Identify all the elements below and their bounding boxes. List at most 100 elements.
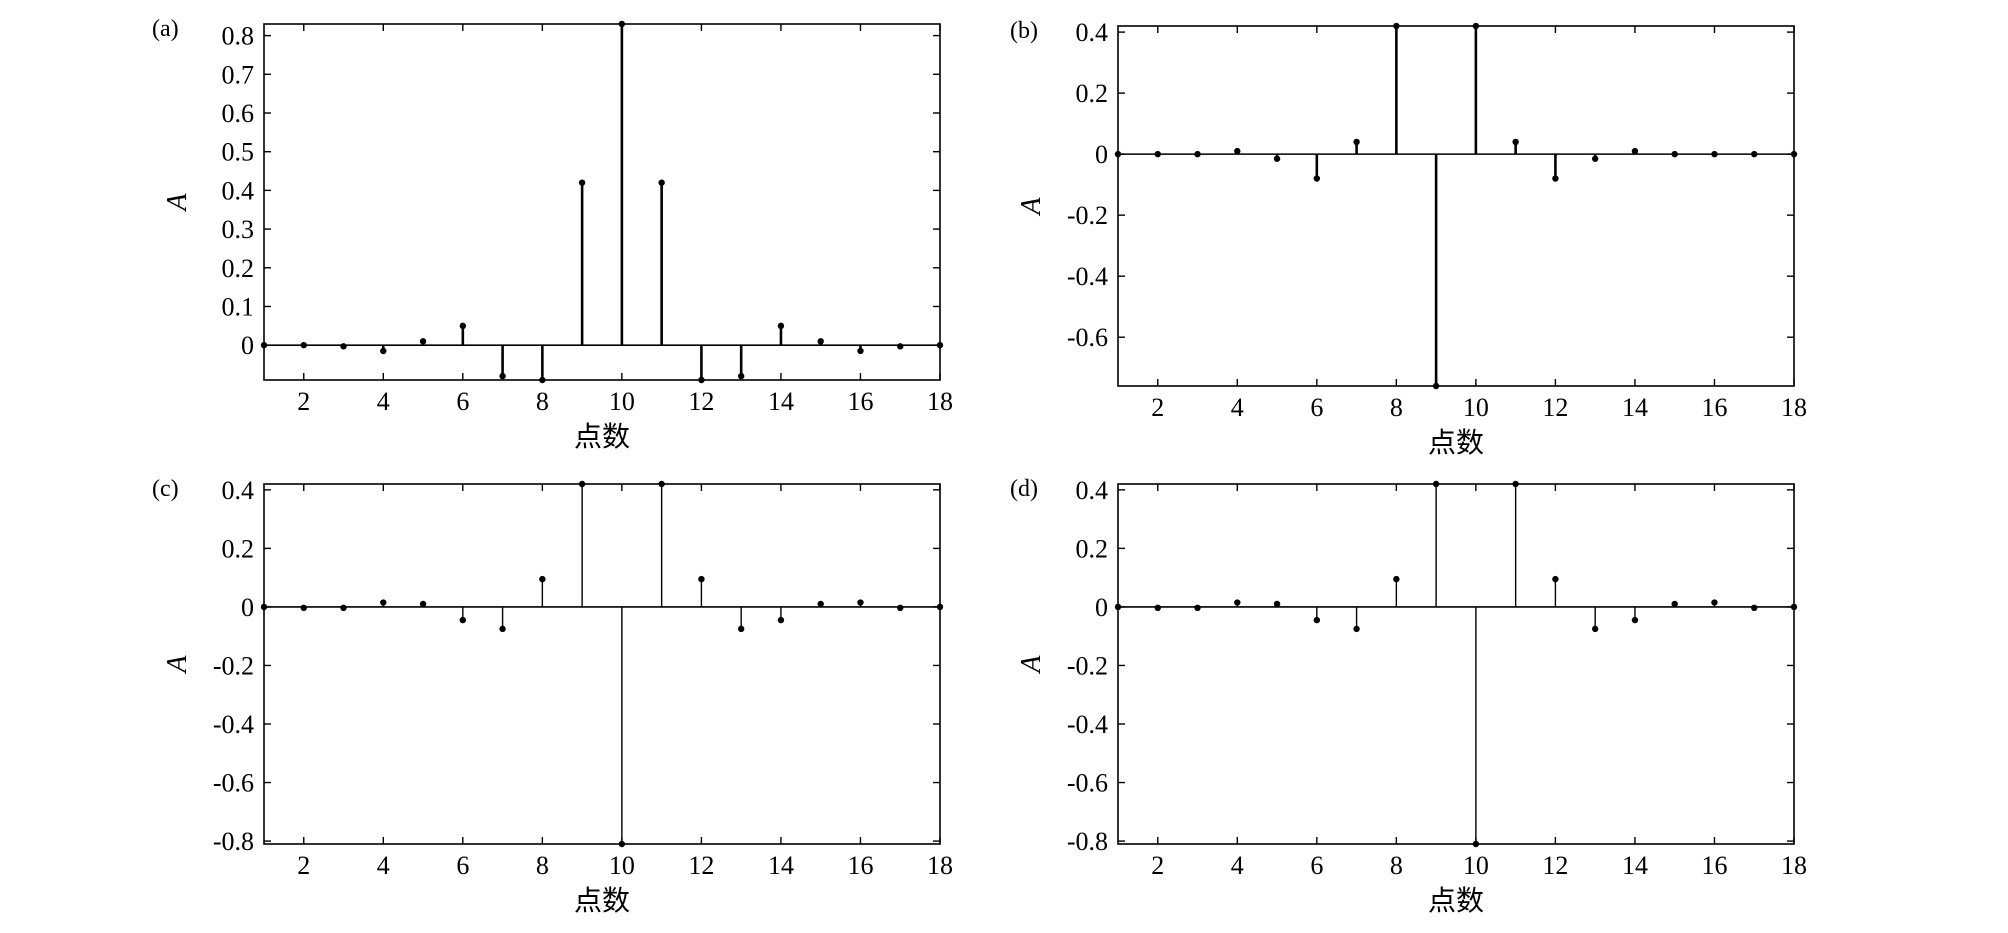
stem-marker-a-14: [777, 322, 785, 330]
stem-marker-c-2: [300, 604, 307, 612]
y-tick-label-c-3: -0.2: [213, 651, 254, 680]
stem-marker-a-17: [897, 343, 904, 350]
y-tick-label-a-6: 0.6: [222, 99, 255, 128]
stem-marker-b-6: [1313, 175, 1321, 182]
y-tick-label-b-4: 0.2: [1076, 79, 1109, 108]
stem-marker-d-14: [1631, 616, 1639, 624]
y-tick-label-c-0: -0.8: [213, 827, 254, 856]
y-tick-label-c-1: -0.6: [213, 769, 254, 798]
stem-marker-d-1: [1114, 603, 1122, 611]
stem-marker-c-9: [578, 480, 586, 488]
stem-marker-c-6: [459, 616, 467, 624]
stem-marker-b-8: [1393, 22, 1400, 30]
stem-marker-d-5: [1273, 600, 1281, 608]
x-tick-label-b-4: 4: [1231, 393, 1244, 422]
x-axis-label-c: 点数: [574, 884, 630, 917]
x-tick-label-d-10: 10: [1463, 851, 1489, 880]
x-tick-label-c-12: 12: [688, 851, 714, 880]
panel-label-c: (c): [152, 476, 179, 502]
stem-marker-c-17: [897, 604, 904, 612]
x-tick-label-d-18: 18: [1781, 851, 1807, 880]
x-tick-label-b-2: 2: [1151, 393, 1164, 422]
stem-marker-b-4: [1234, 147, 1241, 155]
y-tick-label-b-1: -0.4: [1067, 262, 1108, 291]
stem-marker-d-13: [1591, 625, 1599, 633]
y-axis-label-c: A: [162, 655, 193, 675]
stem-marker-a-4: [380, 347, 387, 355]
stem-marker-a-11: [658, 179, 665, 186]
y-tick-label-a-8: 0.8: [222, 22, 255, 51]
y-tick-label-a-7: 0.7: [222, 60, 255, 89]
x-tick-label-c-2: 2: [297, 851, 310, 880]
panel-label-a: (a): [152, 16, 179, 42]
panel-a: 2 4 6 8 10 12 14 16 18 0 0.1 0.2 0.3 0.4 0.5 0.6 0.7 0.8 (…: [152, 16, 953, 453]
stem-marker-c-16: [857, 599, 864, 606]
x-tick-label-d-12: 12: [1542, 851, 1568, 880]
stem-marker-b-11: [1512, 138, 1519, 146]
x-tick-label-c-8: 8: [536, 851, 549, 880]
x-tick-label-d-8: 8: [1390, 851, 1403, 880]
x-axis-label-b: 点数: [1428, 426, 1484, 459]
y-tick-label-d-6: 0.4: [1076, 476, 1109, 505]
stem-marker-d-9: [1432, 480, 1440, 488]
stem-marker-a-16: [857, 347, 864, 355]
x-tick-label-d-6: 6: [1310, 851, 1323, 880]
stem-marker-d-2: [1154, 604, 1161, 612]
y-tick-label-d-5: 0.2: [1076, 534, 1109, 563]
stem-marker-c-14: [777, 616, 785, 624]
x-axis-label-d: 点数: [1428, 884, 1484, 917]
y-tick-label-a-2: 0.2: [222, 254, 255, 283]
stem-marker-a-15: [817, 338, 824, 345]
axes-frame-a: [263, 23, 941, 381]
y-axis-label-d: A: [1016, 655, 1047, 675]
x-tick-label-c-16: 16: [847, 851, 873, 880]
stem-marker-a-9: [578, 179, 586, 186]
x-tick-label-d-4: 4: [1231, 851, 1244, 880]
axes-frame-c: [263, 483, 941, 845]
stem-marker-b-16: [1711, 150, 1718, 158]
stem-marker-a-1: [260, 341, 268, 349]
stem-marker-d-12: [1552, 575, 1559, 583]
x-tick-label-c-6: 6: [456, 851, 469, 880]
y-tick-label-a-5: 0.5: [222, 138, 255, 167]
x-tick-label-a-16: 16: [847, 387, 873, 416]
stem-marker-b-7: [1353, 138, 1360, 146]
stem-marker-a-13: [737, 372, 745, 380]
panel-label-d: (d): [1010, 476, 1038, 502]
stem-marker-c-1: [260, 603, 268, 611]
x-tick-label-b-6: 6: [1310, 393, 1323, 422]
x-tick-label-b-18: 18: [1781, 393, 1807, 422]
stem-marker-b-9: [1432, 382, 1440, 390]
stem-marker-b-3: [1194, 150, 1201, 158]
y-tick-label-a-4: 0.4: [222, 176, 255, 205]
stem-marker-c-8: [539, 575, 546, 583]
x-tick-label-d-2: 2: [1151, 851, 1164, 880]
x-tick-label-c-4: 4: [377, 851, 390, 880]
x-tick-label-b-14: 14: [1622, 393, 1648, 422]
y-tick-label-b-3: 0: [1095, 140, 1108, 169]
x-tick-label-a-10: 10: [609, 387, 635, 416]
x-tick-label-c-18: 18: [927, 851, 953, 880]
stem-marker-d-18: [1790, 603, 1798, 611]
x-tick-label-d-14: 14: [1622, 851, 1648, 880]
stem-marker-a-7: [499, 372, 506, 380]
stem-marker-c-10: [618, 840, 626, 848]
y-tick-label-b-5: 0.4: [1076, 18, 1109, 47]
stem-marker-b-15: [1671, 150, 1678, 158]
x-tick-label-b-8: 8: [1390, 393, 1403, 422]
stem-marker-a-2: [300, 341, 307, 349]
stem-marker-a-12: [698, 376, 705, 384]
y-tick-label-c-2: -0.4: [213, 710, 254, 739]
y-tick-label-d-1: -0.6: [1067, 769, 1108, 798]
x-tick-label-a-8: 8: [536, 387, 549, 416]
y-tick-label-a-3: 0.3: [222, 215, 255, 244]
stem-marker-b-10: [1472, 22, 1480, 30]
x-tick-label-a-4: 4: [377, 387, 390, 416]
stem-marker-a-8: [539, 376, 546, 384]
y-tick-label-d-0: -0.8: [1067, 827, 1108, 856]
y-tick-label-c-5: 0.2: [222, 534, 255, 563]
stem-marker-b-2: [1154, 150, 1161, 158]
y-tick-label-a-0: 0: [241, 331, 254, 360]
stem-marker-c-18: [936, 603, 944, 611]
stem-marker-a-18: [936, 341, 944, 349]
